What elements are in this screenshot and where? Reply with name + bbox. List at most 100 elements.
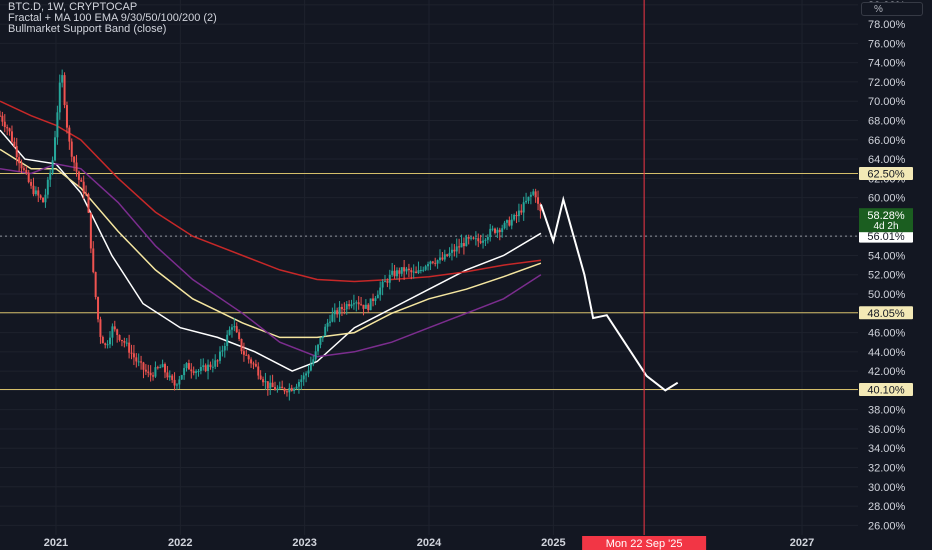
candle-body xyxy=(288,387,291,393)
candle-body xyxy=(30,182,33,186)
candle-body xyxy=(412,271,415,273)
candle-body xyxy=(161,364,164,368)
candle-body xyxy=(367,304,370,311)
candle-body xyxy=(393,270,396,277)
y-tick-label: 60.00% xyxy=(868,193,906,205)
candle-body xyxy=(166,372,169,378)
candle-body xyxy=(233,326,236,328)
candle-body xyxy=(532,191,535,195)
candle-body xyxy=(92,248,95,273)
candle-body xyxy=(73,156,76,163)
candle-body xyxy=(429,261,432,265)
candle-body xyxy=(460,243,463,248)
candle-body xyxy=(3,121,6,128)
candle-body xyxy=(281,386,284,389)
candle-body xyxy=(264,381,267,383)
candle-body xyxy=(491,228,494,230)
candle-body xyxy=(25,169,28,173)
y-tick-label: 76.00% xyxy=(868,38,906,50)
candle-body xyxy=(173,379,176,386)
candle-body xyxy=(132,353,135,358)
candle-body xyxy=(262,379,265,383)
level-label: 62.50% xyxy=(867,169,905,181)
candle-body xyxy=(539,203,542,212)
legend-symbol[interactable]: BTC.D, 1W, CRYPTOCAP xyxy=(8,1,138,13)
candle-body xyxy=(140,361,143,363)
candle-body xyxy=(505,220,508,223)
candle-body xyxy=(424,266,427,270)
candle-body xyxy=(470,237,473,239)
candle-body xyxy=(77,171,80,180)
candle-body xyxy=(379,287,382,295)
candle-body xyxy=(326,322,329,327)
candle-body xyxy=(147,371,150,373)
y-tick-label: 38.00% xyxy=(868,405,906,417)
candle-body xyxy=(204,365,207,372)
candle-body xyxy=(192,371,195,373)
level-label-box xyxy=(859,306,913,320)
candle-body xyxy=(54,137,56,161)
candle-body xyxy=(386,281,389,283)
candle-body xyxy=(522,202,525,213)
y-tick-label: 78.00% xyxy=(868,19,906,31)
candle-body xyxy=(283,388,286,392)
candle-body xyxy=(15,146,18,158)
candle-body xyxy=(508,220,511,226)
y-tick-label: 66.00% xyxy=(868,135,906,147)
x-tick-label: 2022 xyxy=(168,537,192,549)
legend-study-ema[interactable]: Fractal + MA 100 EMA 9/30/50/100/200 (2) xyxy=(8,12,217,24)
projection-line xyxy=(539,195,679,392)
candle-body xyxy=(6,127,9,129)
candle-body xyxy=(319,338,322,345)
candle-body xyxy=(221,350,224,352)
candle-body xyxy=(207,364,210,372)
x-tick-label: 2027 xyxy=(790,537,814,549)
candle-body xyxy=(331,314,334,322)
candle-body xyxy=(61,75,64,83)
candle-body xyxy=(271,382,274,388)
candle-body xyxy=(49,172,52,180)
candle-body xyxy=(415,271,418,274)
candle-body xyxy=(183,368,186,376)
candle-body xyxy=(13,141,16,147)
candle-body xyxy=(453,249,456,252)
candle-body xyxy=(360,304,363,306)
candle-body xyxy=(355,302,358,304)
candle-body xyxy=(245,354,248,356)
candle-body xyxy=(238,332,241,339)
x-tick-label: 2023 xyxy=(292,537,316,549)
candle-body xyxy=(534,191,537,198)
y-tick-label: 32.00% xyxy=(868,463,906,475)
candle-body xyxy=(465,237,468,247)
candle-body xyxy=(314,351,317,360)
candle-body xyxy=(403,267,406,272)
candle-body xyxy=(128,342,131,353)
candle-body xyxy=(407,268,410,271)
candle-body xyxy=(431,261,434,263)
candlesticks xyxy=(0,69,542,401)
candle-body xyxy=(144,369,147,372)
percent-scale-button[interactable]: % xyxy=(861,2,923,16)
candle-body xyxy=(290,387,293,391)
horizontal-levels xyxy=(0,173,858,390)
candle-body xyxy=(199,367,202,372)
projection-path xyxy=(539,195,679,392)
candle-body xyxy=(37,190,40,196)
candle-body xyxy=(510,219,513,226)
candle-body xyxy=(350,304,353,307)
candle-body xyxy=(405,268,408,272)
y-tick-label: 52.00% xyxy=(868,270,906,282)
candle-body xyxy=(46,179,49,195)
candle-body xyxy=(254,364,257,367)
candle-body xyxy=(477,238,480,242)
candle-body xyxy=(58,82,61,113)
y-tick-label: 34.00% xyxy=(868,443,906,455)
candle-body xyxy=(171,375,174,380)
candle-body xyxy=(101,336,104,344)
y-tick-label: 26.00% xyxy=(868,520,906,532)
legend-study-band[interactable]: Bullmarket Support Band (close) xyxy=(8,23,167,35)
candle-body xyxy=(175,384,178,386)
candle-body xyxy=(300,379,303,382)
candle-body xyxy=(276,388,279,391)
